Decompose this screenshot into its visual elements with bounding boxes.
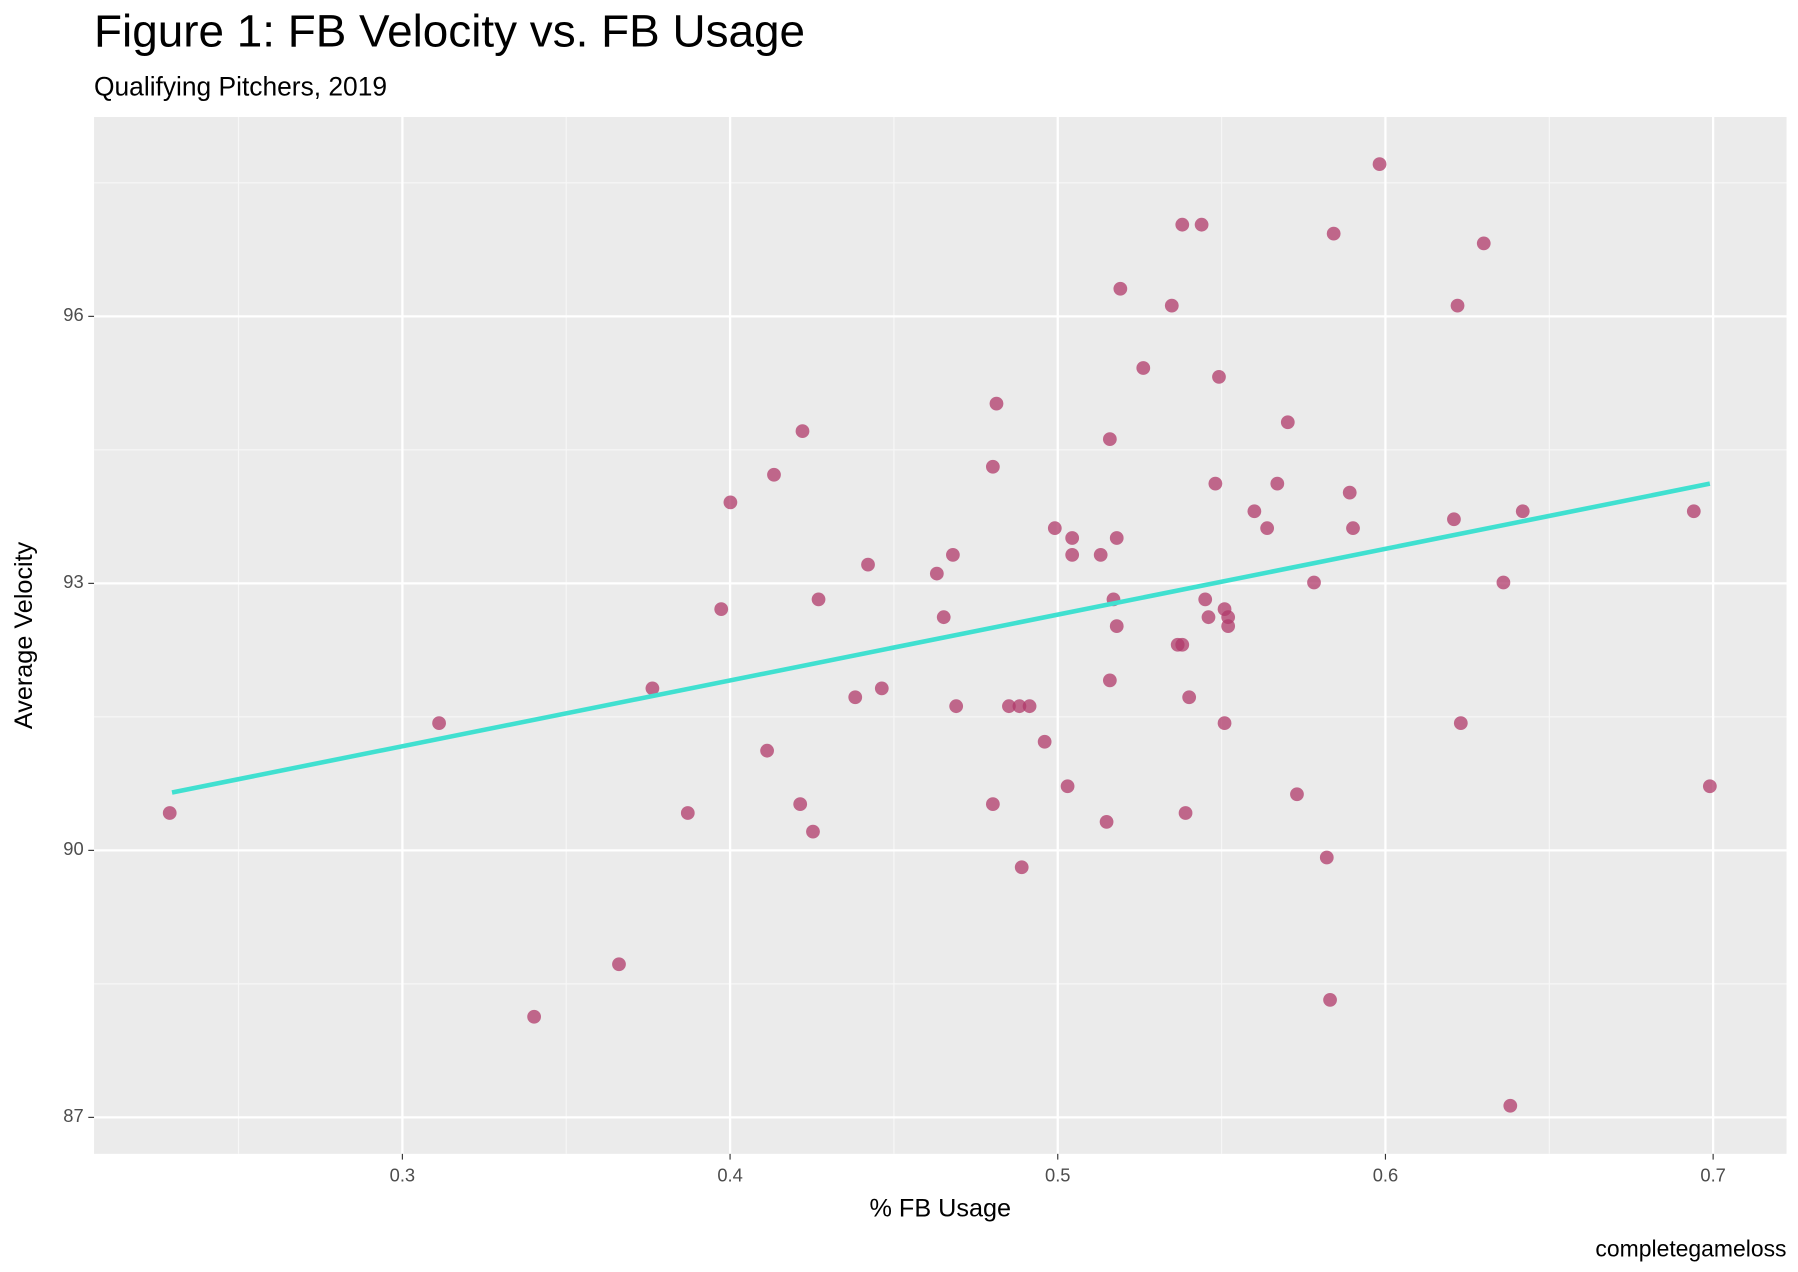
data-point <box>1047 521 1062 536</box>
data-point <box>1503 1098 1518 1113</box>
data-point <box>1102 673 1117 688</box>
data-point <box>1346 521 1360 536</box>
data-point <box>1012 699 1027 714</box>
data-point <box>723 495 738 510</box>
data-point <box>1194 217 1209 232</box>
data-point <box>767 467 781 482</box>
data-point <box>1060 779 1075 794</box>
data-point <box>874 681 889 696</box>
data-point <box>1022 699 1037 714</box>
data-point <box>1182 690 1197 705</box>
data-point <box>1164 298 1179 313</box>
data-point <box>1109 531 1124 545</box>
y-tick-label: 90 <box>63 838 83 859</box>
data-point <box>1093 547 1108 562</box>
chart-subtitle: Qualifying Pitchers, 2019 <box>94 71 387 101</box>
data-point <box>1208 476 1223 491</box>
data-point <box>848 690 863 705</box>
y-tick-label: 87 <box>63 1105 83 1126</box>
data-point <box>1280 415 1295 430</box>
data-point <box>162 806 177 820</box>
data-point <box>1175 217 1190 232</box>
data-point <box>1099 815 1114 829</box>
data-point <box>432 716 446 730</box>
data-point <box>1136 361 1151 375</box>
data-point <box>1476 236 1491 251</box>
data-point <box>1037 734 1052 749</box>
data-point <box>1260 521 1275 536</box>
data-point <box>1198 592 1213 607</box>
data-point <box>1201 610 1216 625</box>
x-tick-label: 0.5 <box>1045 1165 1070 1186</box>
data-point <box>1247 504 1262 519</box>
data-point <box>1515 504 1530 519</box>
data-point <box>795 424 810 439</box>
data-point <box>806 824 820 839</box>
data-point <box>1113 281 1128 296</box>
data-point <box>861 557 875 572</box>
data-point <box>1221 619 1236 633</box>
chart-title: Figure 1: FB Velocity vs. FB Usage <box>94 5 805 57</box>
data-point <box>1270 476 1285 491</box>
data-point <box>1065 531 1080 545</box>
data-point <box>1178 806 1193 820</box>
data-point <box>1065 547 1080 562</box>
y-tick-label: 93 <box>63 571 83 592</box>
data-point <box>1014 860 1029 875</box>
data-point <box>645 681 660 696</box>
data-point <box>949 699 964 714</box>
x-tick-label: 0.3 <box>390 1165 415 1186</box>
data-point <box>811 592 826 607</box>
plot-panel <box>94 116 1787 1154</box>
data-point <box>1109 619 1124 633</box>
data-point <box>1447 512 1461 527</box>
x-axis-label: % FB Usage <box>870 1195 1012 1223</box>
data-point <box>1342 485 1357 500</box>
data-point <box>714 602 729 617</box>
data-point <box>1290 787 1304 802</box>
data-point <box>527 1009 541 1024</box>
data-point <box>1307 575 1321 590</box>
data-point <box>1686 504 1701 519</box>
data-point <box>1450 298 1465 313</box>
x-tick-label: 0.4 <box>717 1165 742 1186</box>
data-point <box>1217 716 1232 730</box>
data-point <box>936 610 951 625</box>
data-point <box>680 806 695 820</box>
data-point <box>1319 850 1334 865</box>
x-tick-label: 0.6 <box>1373 1165 1398 1186</box>
data-point <box>985 797 1000 811</box>
caption: completegameloss <box>1595 1235 1786 1261</box>
data-point <box>793 797 808 811</box>
data-point <box>1323 993 1337 1007</box>
data-point <box>1496 575 1511 590</box>
data-point <box>946 547 960 562</box>
data-point <box>1002 699 1016 714</box>
y-axis-label: Average Velocity <box>10 541 38 729</box>
data-point <box>1372 157 1387 172</box>
x-tick-label: 0.7 <box>1700 1165 1725 1186</box>
data-point <box>1326 226 1341 241</box>
data-point <box>760 743 774 758</box>
y-tick-label: 96 <box>63 304 83 325</box>
data-point <box>1453 716 1468 730</box>
data-point <box>1175 637 1190 652</box>
trend-line <box>171 481 1711 795</box>
data-point <box>985 459 1000 474</box>
data-point <box>1702 779 1717 794</box>
data-point <box>929 566 944 581</box>
data-point <box>1212 369 1226 384</box>
data-point <box>1102 432 1117 447</box>
data-point <box>612 957 626 972</box>
data-point <box>989 396 1004 411</box>
